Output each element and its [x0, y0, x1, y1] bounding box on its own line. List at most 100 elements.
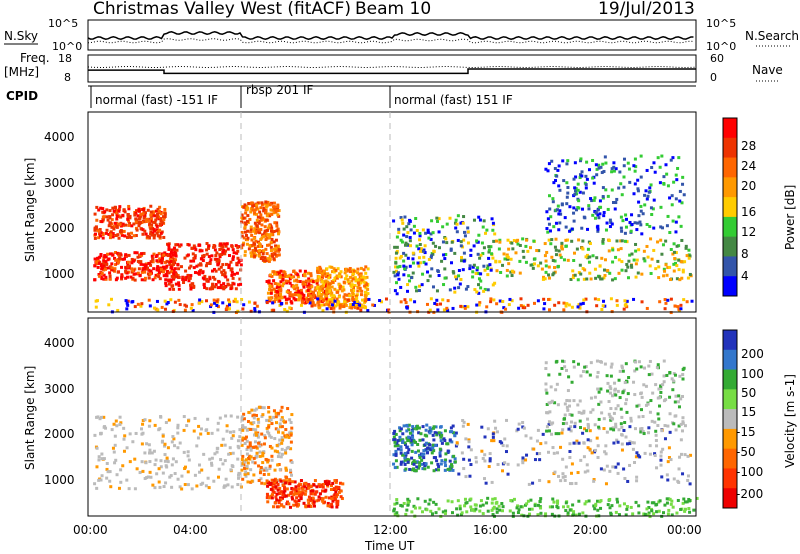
power-cell: [521, 249, 525, 253]
velocity-cell: [270, 458, 274, 462]
velocity-cell: [410, 443, 414, 447]
power-cell: [270, 201, 274, 205]
power-colorbar-segment: [723, 276, 737, 297]
power-cell: [149, 213, 153, 217]
power-cell: [182, 280, 186, 284]
power-cell: [166, 270, 170, 274]
power-cell: [407, 222, 411, 226]
power-cell: [351, 291, 355, 295]
power-cell: [276, 290, 280, 294]
velocity-cell: [223, 459, 227, 463]
power-cell: [205, 287, 209, 291]
power-cell: [673, 304, 677, 308]
velocity-cell: [294, 492, 298, 496]
velocity-cell: [424, 428, 428, 432]
velocity-cell: [141, 469, 145, 473]
velocity-colorbar-label: Velocity [m s-1]: [783, 374, 797, 468]
power-cell: [253, 250, 257, 254]
power-cell: [338, 306, 342, 310]
power-cell: [170, 284, 174, 288]
power-cell: [284, 298, 288, 302]
power-cell: [277, 248, 281, 252]
power-cell: [503, 257, 507, 261]
power-cell: [249, 225, 253, 229]
velocity-cell: [564, 501, 568, 505]
velocity-cell: [331, 481, 335, 485]
velocity-cell: [412, 459, 416, 463]
power-cell: [557, 249, 561, 253]
power-cell: [663, 269, 667, 273]
velocity-cell: [198, 470, 202, 474]
power-cell: [652, 226, 656, 230]
power-cell: [602, 169, 606, 173]
velocity-cell: [150, 451, 154, 455]
power-cell: [674, 173, 678, 177]
power-cell: [259, 206, 263, 210]
velocity-cell: [247, 427, 251, 431]
power-cell: [677, 215, 681, 219]
power-cell: [152, 267, 156, 271]
velocity-cell: [578, 399, 582, 403]
velocity-cell: [648, 410, 652, 414]
power-cell: [245, 219, 249, 223]
power-cell: [578, 176, 582, 180]
velocity-cell: [538, 452, 542, 456]
power-cell: [573, 161, 577, 165]
power-cell: [587, 168, 591, 172]
velocity-cell: [282, 479, 286, 483]
velocity-cell: [411, 425, 415, 429]
velocity-cell: [153, 463, 157, 467]
power-cell: [130, 257, 134, 261]
power-cell: [485, 266, 489, 270]
power-cell: [325, 302, 329, 306]
velocity-cell: [269, 418, 273, 422]
power-cell: [562, 258, 566, 262]
power-cell: [462, 259, 466, 263]
velocity-cell: [544, 441, 548, 445]
velocity-cell: [163, 459, 167, 463]
power-cell: [360, 289, 364, 293]
velocity-cell: [437, 507, 441, 511]
power-cell: [293, 287, 297, 291]
velocity-cell: [609, 418, 613, 422]
velocity-cell: [431, 426, 435, 430]
power-cell: [577, 303, 581, 307]
velocity-cell: [625, 505, 629, 509]
power-cell: [205, 261, 209, 265]
power-cell: [652, 248, 656, 252]
power-cell: [622, 307, 626, 311]
power-cell: [316, 297, 320, 301]
velocity-cell: [522, 426, 526, 430]
power-cell: [435, 303, 439, 307]
velocity-cell: [597, 402, 601, 406]
velocity-cell: [207, 486, 211, 490]
velocity-cell: [658, 396, 662, 400]
power-cell: [418, 249, 422, 253]
power-cell: [140, 252, 144, 256]
power-cell: [553, 303, 557, 307]
power-cell: [215, 303, 219, 307]
power-cell: [553, 266, 557, 270]
power-cell: [290, 301, 294, 305]
power-cell: [253, 309, 257, 313]
velocity-cell: [280, 496, 284, 500]
power-cell: [344, 268, 348, 272]
velocity-cell: [584, 365, 588, 369]
velocity-cell: [206, 476, 210, 480]
power-cell: [600, 171, 604, 175]
velocity-cell: [614, 422, 618, 426]
power-cell: [151, 227, 155, 231]
velocity-cell: [210, 461, 214, 465]
power-cell: [217, 259, 221, 263]
power-cell: [618, 170, 622, 174]
velocity-cell: [575, 439, 579, 443]
power-cell: [671, 252, 675, 256]
power-cell: [356, 278, 360, 282]
velocity-cell: [228, 452, 232, 456]
power-cell: [306, 284, 310, 288]
velocity-cell: [244, 474, 248, 478]
power-cell: [564, 244, 568, 248]
power-cell: [230, 284, 234, 288]
velocity-cell: [297, 487, 301, 491]
power-cell: [417, 289, 421, 293]
